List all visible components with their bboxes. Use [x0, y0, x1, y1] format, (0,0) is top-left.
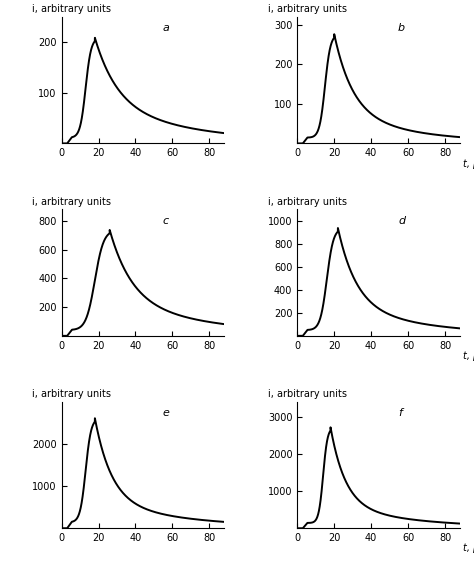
- Text: i, arbitrary units: i, arbitrary units: [32, 389, 111, 399]
- Text: i, arbitrary units: i, arbitrary units: [268, 4, 347, 14]
- Text: t, μs: t, μs: [463, 158, 474, 169]
- Text: a: a: [163, 23, 169, 33]
- Text: t, μs: t, μs: [463, 351, 474, 361]
- Text: i, arbitrary units: i, arbitrary units: [32, 197, 111, 207]
- Text: t, μs: t, μs: [463, 543, 474, 554]
- Text: d: d: [398, 216, 405, 225]
- Text: i, arbitrary units: i, arbitrary units: [32, 4, 111, 14]
- Text: i, arbitrary units: i, arbitrary units: [268, 389, 347, 399]
- Text: f: f: [398, 408, 402, 418]
- Text: i, arbitrary units: i, arbitrary units: [268, 197, 347, 207]
- Text: b: b: [398, 23, 405, 33]
- Text: c: c: [163, 216, 168, 225]
- Text: e: e: [163, 408, 169, 418]
